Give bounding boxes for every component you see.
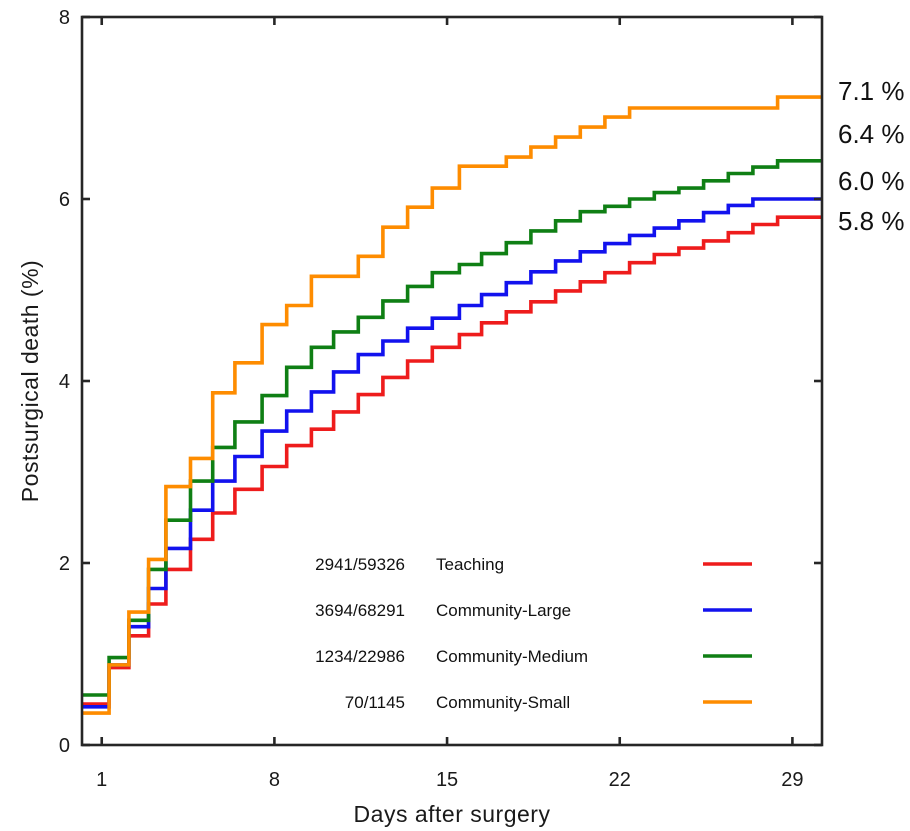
end-value-label: 7.1 % <box>838 76 905 106</box>
y-tick-label: 2 <box>59 553 70 575</box>
axes: 1 8 15 22 29 0 2 4 6 8 Days after surgery Postsurgi… <box>17 7 824 827</box>
x-tick-label: 29 <box>781 769 803 791</box>
legend-count: 70/1145 <box>345 693 405 712</box>
end-value-label: 5.8 % <box>838 206 905 236</box>
series-line-community-small <box>82 95 822 715</box>
end-value-label: 6.4 % <box>838 119 905 149</box>
legend-label: Community-Medium <box>436 647 588 666</box>
y-tick-label: 6 <box>59 189 70 211</box>
x-tick-label: 22 <box>609 769 631 791</box>
y-tick-label: 8 <box>59 7 70 29</box>
plot-frame <box>80 15 824 747</box>
y-axis-title: Postsurgical death (%) <box>17 260 43 502</box>
x-tick-label: 15 <box>436 769 458 791</box>
series-line-community-large <box>82 197 822 709</box>
legend-count: 2941/59326 <box>315 555 405 574</box>
x-tick-label: 1 <box>96 769 107 791</box>
legend-label: Community-Small <box>436 693 570 712</box>
x-tick-label: 8 <box>269 769 280 791</box>
series-line-teaching <box>82 215 822 706</box>
x-axis-title: Days after surgery <box>354 801 551 827</box>
legend-label: Teaching <box>436 555 504 574</box>
legend-label: Community-Large <box>436 601 571 620</box>
legend-count: 1234/22986 <box>315 647 405 666</box>
end-labels: 7.1 % 6.4 % 6.0 % 5.8 % <box>838 76 905 236</box>
y-tick-label: 0 <box>59 735 70 757</box>
y-tick-label: 4 <box>59 371 70 393</box>
series-line-community-medium <box>82 159 822 697</box>
series-layer <box>82 95 822 715</box>
legend: 2941/59326 Teaching 3694/68291 Community-La… <box>315 555 752 712</box>
end-value-label: 6.0 % <box>838 166 905 196</box>
legend-count: 3694/68291 <box>315 601 405 620</box>
